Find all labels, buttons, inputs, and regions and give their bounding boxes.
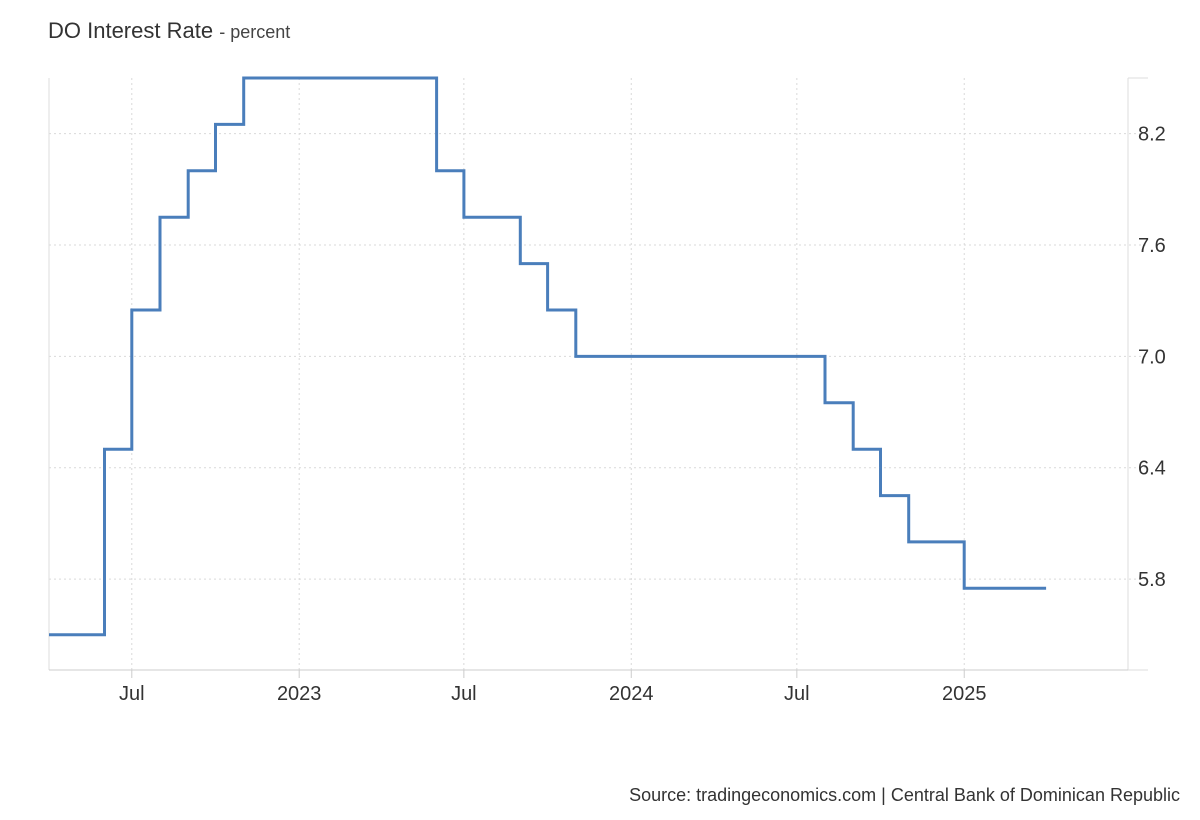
chart-title: DO Interest Rate - percent: [48, 18, 291, 43]
series-line: [49, 76, 1047, 637]
line-chart: 5.8 6.4 7.0 7.6 8.2 Jul 2023 Jul 2024 Jul 2025: [48, 76, 1166, 705]
x-tick-label: Jul: [784, 683, 810, 705]
y-tick-label: 7.6: [1138, 235, 1166, 257]
x-tick-label: 2024: [609, 683, 654, 705]
y-tick-label: 8.2: [1138, 124, 1166, 146]
x-tick-label: 2023: [277, 683, 322, 705]
x-tick-label: Jul: [119, 683, 145, 705]
title-unit: percent: [230, 22, 291, 42]
y-tick-label: 5.8: [1138, 569, 1166, 591]
source-note: Source: tradingeconomics.com | Central B…: [629, 785, 1180, 805]
x-tick-label: Jul: [451, 683, 477, 705]
x-tick-label: 2025: [942, 683, 987, 705]
y-tick-label: 6.4: [1138, 458, 1166, 480]
title-text: DO Interest Rate: [48, 18, 214, 43]
y-tick-label: 7.0: [1138, 346, 1166, 368]
